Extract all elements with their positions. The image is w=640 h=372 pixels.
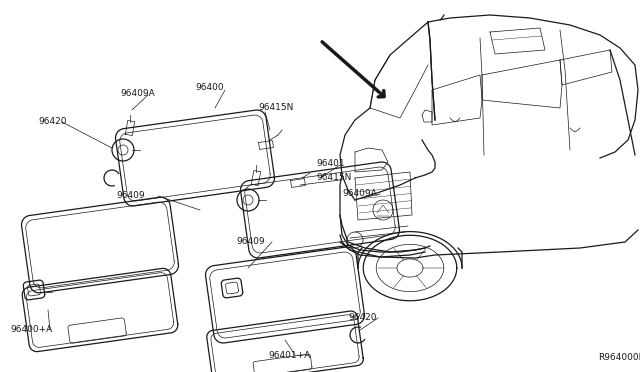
Text: 96415N: 96415N [316, 173, 351, 183]
Text: 96409A: 96409A [120, 89, 155, 97]
Text: 96401: 96401 [316, 158, 344, 167]
Text: 96415N: 96415N [258, 103, 293, 112]
Text: 96409: 96409 [116, 192, 145, 201]
Text: R964000L: R964000L [598, 353, 640, 362]
Text: 96400+A: 96400+A [10, 326, 52, 334]
Text: 96420: 96420 [38, 118, 67, 126]
Text: 96420: 96420 [348, 314, 376, 323]
Text: 96409: 96409 [236, 237, 264, 247]
Text: 96400: 96400 [195, 83, 223, 93]
Text: 96409A: 96409A [342, 189, 377, 199]
Text: 96401+A: 96401+A [268, 350, 310, 359]
